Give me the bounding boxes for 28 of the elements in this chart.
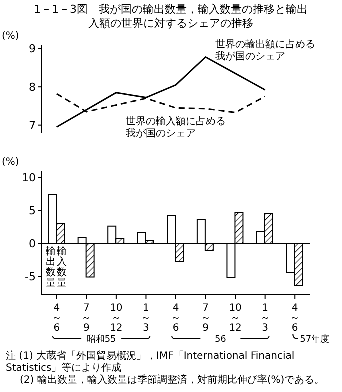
text: 56: [214, 335, 227, 345]
series-label: 世界の輸入額に占める我が国のシェア: [126, 116, 226, 140]
series-label: 輸入数量: [57, 246, 68, 290]
series-label: 世界の輸出額に占める我が国のシェア: [216, 38, 316, 63]
x-tick-label: 7～9: [82, 303, 92, 334]
text: 注 (1) 大蔵省「外国貿易概況」，IMF「International Financial Statistics」等により作成: [6, 351, 296, 374]
x-tick-label: 10～12: [229, 303, 242, 334]
y-tick-label: 5: [29, 204, 36, 218]
y-tick-label: 7: [29, 119, 36, 132]
x-tick-label: 4～6: [52, 303, 62, 334]
chart-title: 1－1－3図 我が国の輸出数量，輸入数量の推移と輸出入額の世界に対するシェアの推移: [33, 2, 309, 31]
y-tick-label: 10: [22, 172, 36, 184]
y-axis-title: (%): [2, 31, 20, 42]
x-tick-label: 4～6: [171, 303, 181, 334]
x-tick-label: 7～9: [200, 303, 211, 334]
series-label: 輸出数量: [46, 246, 56, 290]
y-tick-label: -5: [25, 270, 36, 284]
x-tick-label: 4～6: [290, 303, 300, 334]
y-axis-title: (%): [2, 157, 20, 168]
text: (2) 輸出数量，輸入数量は季節調整済，対前期比伸び率(%)である。: [19, 375, 326, 387]
y-tick-label: 9: [29, 42, 36, 56]
text: 57年度: [300, 334, 330, 345]
y-tick-label: 8: [29, 80, 36, 94]
x-tick-label: 1～3: [260, 303, 270, 334]
y-tick-label: 0: [29, 237, 36, 250]
text: 昭和55: [86, 334, 116, 345]
x-tick-label: 1～3: [141, 303, 152, 334]
x-tick-label: 10～12: [110, 303, 123, 334]
